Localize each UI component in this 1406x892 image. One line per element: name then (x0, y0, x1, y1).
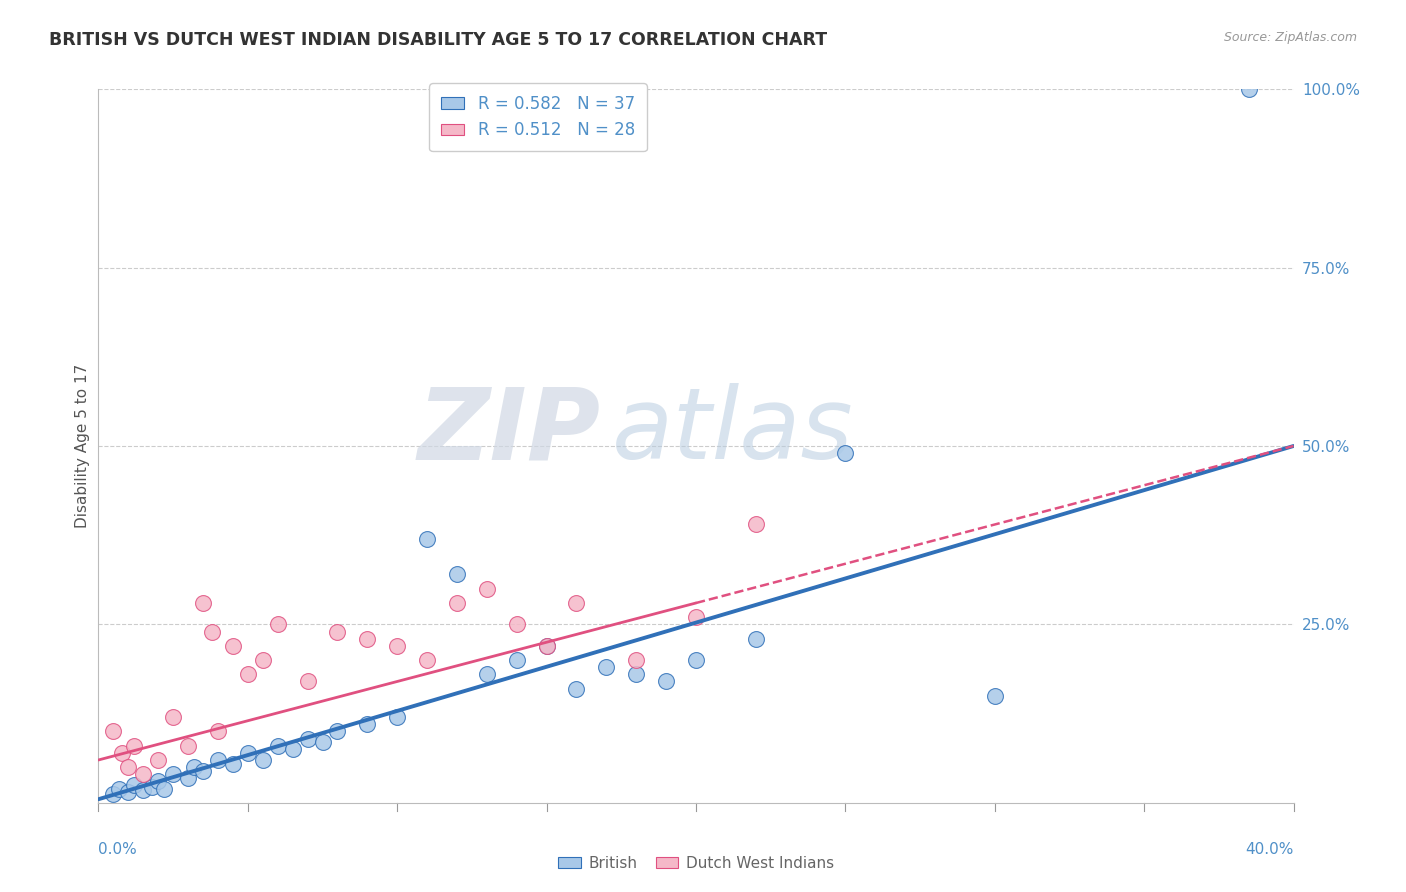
Text: ZIP: ZIP (418, 384, 600, 480)
Point (385, 639, 409, 653)
Point (506, 653, 529, 667)
Point (745, 632, 768, 646)
Point (191, 596, 214, 610)
Point (506, 617, 529, 632)
Point (326, 724, 349, 739)
Point (297, 731, 319, 746)
Point (626, 667, 648, 681)
Point (148, 774, 170, 789)
Point (326, 624, 349, 639)
Point (153, 781, 176, 796)
Point (207, 753, 229, 767)
Point (103, 724, 125, 739)
Point (108, 781, 131, 796)
Point (267, 617, 290, 632)
Point (103, 787, 125, 801)
Point (236, 746, 259, 760)
Point (536, 639, 558, 653)
Text: BRITISH VS DUTCH WEST INDIAN DISABILITY AGE 5 TO 17 CORRELATION CHART: BRITISH VS DUTCH WEST INDIAN DISABILITY … (49, 31, 827, 49)
Point (385, 710, 409, 724)
Point (446, 567, 468, 582)
Point (236, 667, 259, 681)
Point (132, 783, 155, 797)
Text: atlas: atlas (613, 384, 853, 480)
Point (655, 674, 678, 689)
Point (356, 632, 378, 646)
Text: 0.0%: 0.0% (98, 842, 138, 857)
Point (565, 596, 588, 610)
Point (252, 753, 274, 767)
Point (222, 639, 245, 653)
Point (595, 660, 617, 674)
Point (475, 667, 498, 681)
Point (177, 771, 200, 785)
Point (685, 610, 707, 624)
Point (416, 532, 439, 546)
Point (536, 639, 558, 653)
Point (311, 735, 333, 749)
Point (111, 746, 134, 760)
Point (281, 742, 304, 756)
Point (124, 778, 146, 792)
Point (745, 517, 768, 532)
Point (834, 446, 856, 460)
Text: Source: ZipAtlas.com: Source: ZipAtlas.com (1223, 31, 1357, 45)
Point (685, 653, 707, 667)
Point (117, 785, 139, 799)
Point (183, 760, 205, 774)
Y-axis label: Disability Age 5 to 17: Disability Age 5 to 17 (75, 364, 90, 528)
Point (626, 653, 648, 667)
Point (191, 764, 214, 778)
Point (356, 717, 378, 731)
Point (984, 689, 1007, 703)
Point (446, 596, 468, 610)
Point (132, 767, 155, 781)
Point (1237, 82, 1260, 96)
Point (416, 653, 439, 667)
Point (162, 710, 184, 724)
Point (475, 582, 498, 596)
Point (297, 674, 319, 689)
Legend: British, Dutch West Indians: British, Dutch West Indians (551, 850, 841, 877)
Point (162, 767, 184, 781)
Point (267, 739, 290, 753)
Point (117, 760, 139, 774)
Point (252, 653, 274, 667)
Point (201, 624, 224, 639)
Text: 40.0%: 40.0% (1246, 842, 1294, 857)
Point (222, 756, 245, 771)
Point (177, 739, 200, 753)
Point (207, 724, 229, 739)
Point (565, 681, 588, 696)
Point (148, 753, 170, 767)
Point (124, 739, 146, 753)
Point (141, 780, 163, 794)
